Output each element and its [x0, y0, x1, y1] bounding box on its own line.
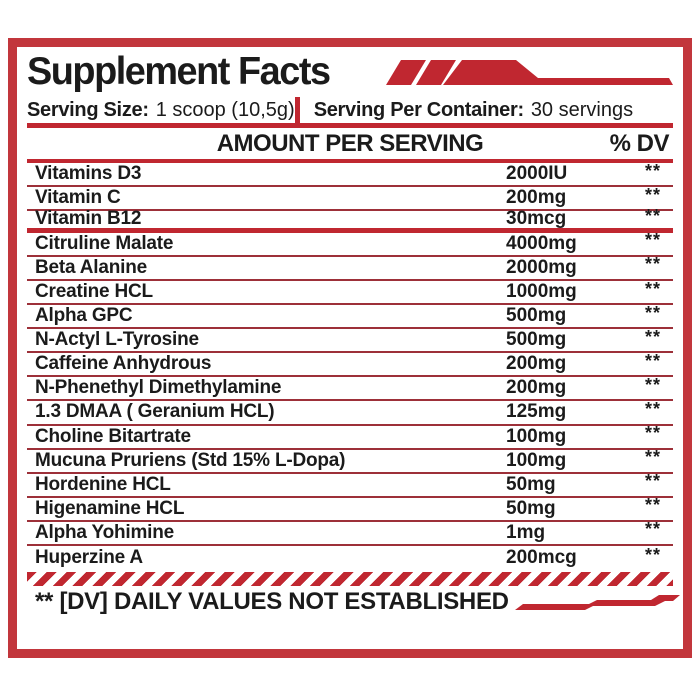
ingredient-row: Hordenine HCL 50mg ** [27, 471, 673, 498]
hatched-divider [27, 572, 673, 587]
ingredient-row: N-Actyl L-Tyrosine 500mg ** [27, 326, 673, 354]
ingredient-name: Mucuna Pruriens (Std 15% L-Dopa) [35, 449, 346, 471]
ingredient-name: Beta Alanine [35, 256, 147, 278]
ingredient-dv: ** [644, 160, 661, 181]
ingredient-name: Alpha Yohimine [35, 521, 175, 543]
ingredient-row: 1.3 DMAA ( Geranium HCL) 125mg ** [27, 398, 673, 426]
ingredient-row: Alpha GPC 500mg ** [27, 302, 673, 330]
table-header-row: AMOUNT PER SERVING % DV [27, 128, 673, 159]
ingredient-name: N-Phenethyl Dimethylamine [35, 377, 282, 399]
panel-title: Supplement Facts [27, 50, 331, 93]
ingredient-row: Beta Alanine 2000mg ** [27, 254, 673, 281]
ingredient-dv: ** [644, 398, 661, 419]
ingredient-name: Vitamins D3 [35, 163, 142, 185]
ingredient-dv: ** [644, 350, 661, 371]
ingredient-amount: 100mg [506, 449, 567, 471]
servings-per-container: Serving Per Container: 30 servings [314, 99, 633, 122]
footer-section: ** [DV] DAILY VALUES NOT ESTABLISHED [27, 587, 680, 615]
ingredient-row: Vitamin B12 30mcg ** [27, 206, 673, 233]
ingredient-table: Vitamins D3 2000IU ** Vitamin C 200mg ** Vitam… [27, 160, 673, 570]
ingredient-amount: 500mg [506, 329, 567, 351]
ingredient-row: N-Phenethyl Dimethylamine 200mg ** [27, 374, 673, 402]
ingredient-row: Choline Bitartrate 100mg ** [27, 423, 673, 450]
ingredient-amount: 1000mg [506, 281, 577, 303]
ingredient-name: Vitamin C [35, 187, 121, 209]
header-section: Supplement Facts [27, 50, 673, 97]
ingredient-row: Alpha Yohimine 1mg ** [27, 519, 673, 546]
ingredient-dv: ** [644, 302, 661, 323]
ingredient-amount: 2000IU [506, 163, 568, 185]
ingredient-row: Vitamin C 200mg ** [27, 184, 673, 212]
ingredient-name: Vitamin B12 [35, 208, 142, 230]
servings-per-container-label: Serving Per Container: [313, 98, 524, 121]
ingredient-name: Hordenine HCL [35, 473, 171, 495]
ingredient-row: Caffeine Anhydrous 200mg ** [27, 350, 673, 378]
ingredient-dv: ** [644, 184, 661, 205]
supplement-facts-panel: Supplement Facts Serving Size: 1 scoop (… [8, 38, 692, 658]
ingredient-dv: ** [644, 205, 661, 226]
ingredient-name: Huperzine A [35, 547, 143, 569]
ingredient-amount: 200mg [506, 187, 567, 209]
ingredient-amount: 4000mg [506, 232, 577, 254]
ingredient-amount: 125mg [506, 401, 567, 423]
ingredient-amount: 200mg [506, 377, 567, 399]
ingredient-name: Choline Bitartrate [35, 425, 191, 447]
triple-slash-banner-icon [386, 60, 673, 85]
ingredient-dv: ** [644, 447, 661, 468]
ingredient-dv: ** [644, 278, 661, 299]
panel-content: Supplement Facts Serving Size: 1 scoop (… [17, 47, 683, 649]
ingredient-amount: 500mg [506, 305, 567, 327]
ingredient-name: Citruline Malate [35, 232, 174, 254]
ingredient-row: Higenamine HCL 50mg ** [27, 495, 673, 522]
top-rule [27, 123, 673, 128]
ingredient-name: Alpha GPC [35, 305, 133, 327]
ingredient-dv: ** [644, 374, 661, 395]
ingredient-row: Mucuna Pruriens (Std 15% L-Dopa) 100mg ** [27, 447, 673, 474]
ingredient-dv: ** [644, 230, 661, 251]
ingredient-dv: ** [644, 423, 661, 444]
ingredient-name: 1.3 DMAA ( Geranium HCL) [35, 401, 275, 423]
serving-size-value: 1 scoop (10,5g) [155, 98, 295, 121]
servings-per-container-value: 30 servings [530, 98, 634, 121]
ingredient-name: N-Actyl L-Tyrosine [35, 329, 199, 351]
ingredient-amount: 200mg [506, 353, 567, 375]
ingredient-row: Vitamins D3 2000IU ** [27, 160, 673, 188]
serving-info-row: Serving Size: 1 scoop (10,5g) Serving Pe… [27, 97, 673, 123]
header-rule [27, 159, 673, 163]
serving-size: Serving Size: 1 scoop (10,5g) [27, 99, 295, 122]
stepped-line-icon [514, 594, 680, 610]
ingredient-amount: 200mcg [506, 547, 577, 569]
dv-footnote: ** [DV] DAILY VALUES NOT ESTABLISHED [35, 587, 509, 615]
ingredient-dv: ** [644, 519, 661, 540]
ingredient-name: Creatine HCL [35, 281, 153, 303]
ingredient-name: Higenamine HCL [35, 497, 185, 519]
ingredient-dv: ** [644, 326, 661, 347]
ingredient-amount: 1mg [506, 521, 546, 543]
ingredient-dv: ** [644, 495, 661, 516]
ingredient-amount: 2000mg [506, 256, 577, 278]
amount-per-serving-header: AMOUNT PER SERVING [216, 129, 484, 157]
ingredient-amount: 50mg [506, 497, 556, 519]
ingredient-dv: ** [644, 471, 661, 492]
ingredient-dv: ** [644, 254, 661, 275]
ingredient-row: Creatine HCL 1000mg ** [27, 278, 673, 306]
ingredient-row: Citruline Malate 4000mg ** [27, 230, 673, 257]
serving-size-label: Serving Size: [27, 98, 149, 121]
ingredient-amount: 30mcg [506, 208, 567, 230]
dv-header: % DV [609, 129, 670, 157]
ingredient-row: Huperzine A 200mcg ** [27, 544, 673, 570]
ingredient-dv: ** [644, 544, 661, 565]
serving-divider [294, 97, 300, 123]
ingredient-name: Caffeine Anhydrous [35, 353, 212, 375]
ingredient-amount: 100mg [506, 425, 567, 447]
ingredient-amount: 50mg [506, 473, 556, 495]
